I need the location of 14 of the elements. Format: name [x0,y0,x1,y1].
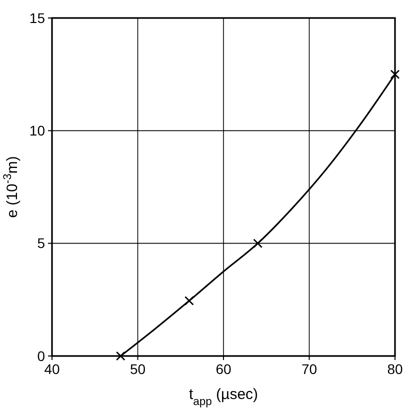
x-axis-title: t$_{app}$ (µsec) [188,386,258,408]
x-tick-label: 40 [44,361,60,377]
point [253,238,262,248]
point [390,70,400,80]
y-tick-label: 15 [29,10,46,26]
y-tick-label: 10 [29,122,46,139]
x-tick-label: 60 [216,361,232,377]
y-tick-label: 0 [37,348,46,364]
x-tick-label: 70 [301,361,318,377]
y-tick-label: 5 [37,235,46,252]
x-tick-label: 50 [130,361,146,377]
x-tick-label: 80 [387,361,403,377]
point [116,351,126,361]
point [184,296,194,306]
